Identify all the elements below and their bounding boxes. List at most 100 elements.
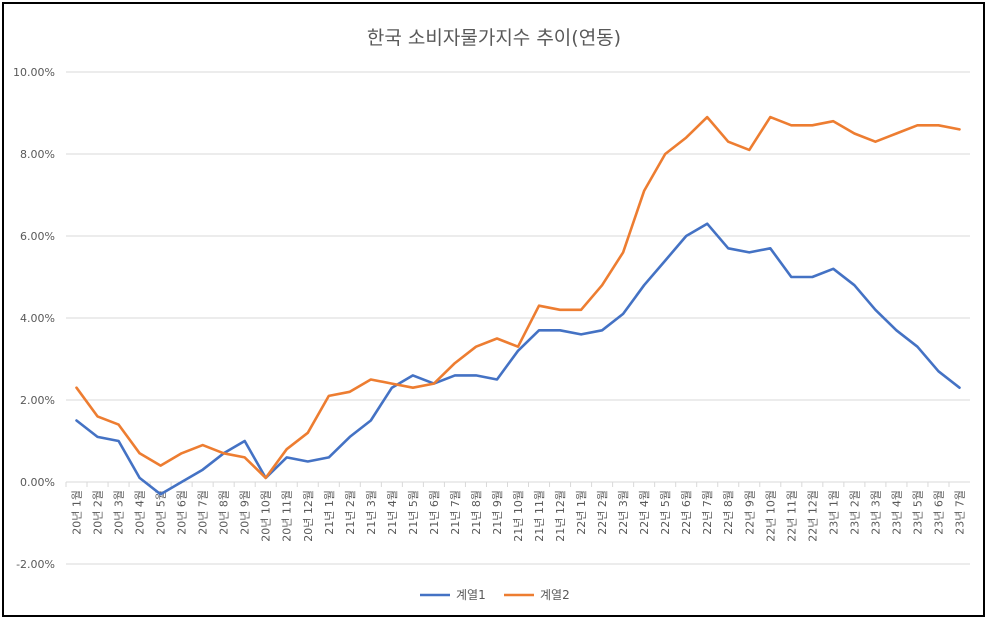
series-line-2 (75, 115, 961, 480)
data-point (411, 386, 415, 390)
data-point (537, 328, 541, 332)
x-tick-label: 20년 5월 (155, 490, 168, 535)
data-point (96, 414, 100, 418)
data-point (138, 451, 142, 455)
legend: 계열1 계열2 (420, 588, 570, 602)
data-point (390, 386, 394, 390)
x-tick-label: 20년 8월 (218, 490, 231, 535)
y-tick-label: 4.00% (20, 312, 55, 325)
data-point (390, 382, 394, 386)
x-tick-label: 20년 7월 (197, 490, 210, 535)
x-tick-label: 21년 4월 (386, 490, 399, 535)
x-tick-label: 21년 2월 (344, 490, 357, 535)
data-point (915, 123, 919, 127)
y-tick-label: -2.00% (16, 558, 55, 571)
data-point (873, 140, 877, 144)
data-point (201, 443, 205, 447)
data-point (957, 127, 961, 131)
x-tick-label: 20년 4월 (134, 490, 147, 535)
data-point (495, 337, 499, 341)
chart-title: 한국 소비자물가지수 추이(연동) (367, 27, 621, 49)
x-tick-label: 22년 4월 (638, 490, 651, 535)
data-point (516, 345, 520, 349)
x-tick-label: 22년 7월 (701, 490, 714, 535)
data-point (411, 373, 415, 377)
data-point (831, 267, 835, 271)
data-point (180, 480, 184, 484)
data-point (138, 476, 142, 480)
data-point (75, 386, 79, 390)
x-tick-label: 21년 9월 (491, 490, 504, 535)
data-point (264, 476, 268, 480)
data-point (768, 246, 772, 250)
data-point (243, 455, 247, 459)
data-point (579, 332, 583, 336)
x-tick-label: 23년 1월 (827, 490, 840, 535)
data-point (747, 148, 751, 152)
data-point (852, 283, 856, 287)
y-tick-label: 6.00% (20, 230, 55, 243)
x-tick-label: 20년 3월 (113, 490, 126, 535)
y-tick-label: 8.00% (20, 148, 55, 161)
data-point (495, 378, 499, 382)
x-tick-label: 23년 6월 (932, 490, 945, 535)
x-tick-label: 22년 6월 (680, 490, 693, 535)
data-point (810, 275, 814, 279)
data-point (684, 234, 688, 238)
data-point (684, 136, 688, 140)
x-tick-label: 22년 3월 (617, 490, 630, 535)
y-tick-label: 2.00% (20, 394, 55, 407)
data-point (726, 246, 730, 250)
data-point (789, 275, 793, 279)
data-point (75, 419, 79, 423)
data-point (474, 345, 478, 349)
x-tick-label: 23년 2월 (848, 490, 861, 535)
legend-label-1: 계열1 (456, 588, 486, 602)
data-point (180, 451, 184, 455)
data-point (621, 250, 625, 254)
data-point (201, 468, 205, 472)
data-point (831, 119, 835, 123)
data-point (306, 431, 310, 435)
x-tick-label: 21년 8월 (470, 490, 483, 535)
x-tick-label: 21년 12월 (554, 490, 567, 542)
x-tick-label: 20년 2월 (92, 490, 105, 535)
data-point (327, 455, 331, 459)
x-tick-label: 22년 1월 (575, 490, 588, 535)
data-point (117, 423, 121, 427)
data-point (663, 152, 667, 156)
x-tick-label: 21년 10월 (512, 490, 525, 542)
data-point (348, 390, 352, 394)
data-point (369, 419, 373, 423)
data-point (558, 308, 562, 312)
x-tick-label: 20년 6월 (176, 490, 189, 535)
series-lines (75, 115, 961, 496)
data-point (726, 140, 730, 144)
x-axis-ticks: 20년 1월 20년 2월 20년 3월 20년 4월 20년 5월 20년 6월 20년 … (65, 482, 966, 542)
data-point (642, 189, 646, 193)
x-tick-label: 20년 9월 (239, 490, 252, 535)
data-point (579, 308, 583, 312)
data-point (558, 328, 562, 332)
data-point (663, 259, 667, 263)
data-point (348, 435, 352, 439)
x-tick-label: 20년 12월 (302, 490, 315, 542)
data-point (600, 328, 604, 332)
x-tick-label: 22년 9월 (743, 490, 756, 535)
x-tick-label: 22년 5월 (659, 490, 672, 535)
data-point (600, 283, 604, 287)
data-point (810, 123, 814, 127)
data-point (285, 455, 289, 459)
data-point (642, 283, 646, 287)
x-tick-label: 22년 8월 (722, 490, 735, 535)
data-point (432, 382, 436, 386)
data-point (621, 312, 625, 316)
data-point (537, 304, 541, 308)
x-tick-label: 23년 7월 (953, 490, 966, 535)
y-tick-label: 0.00% (20, 476, 55, 489)
data-point (957, 386, 961, 390)
data-point (285, 447, 289, 451)
data-point (705, 222, 709, 226)
legend-label-2: 계열2 (540, 588, 570, 602)
